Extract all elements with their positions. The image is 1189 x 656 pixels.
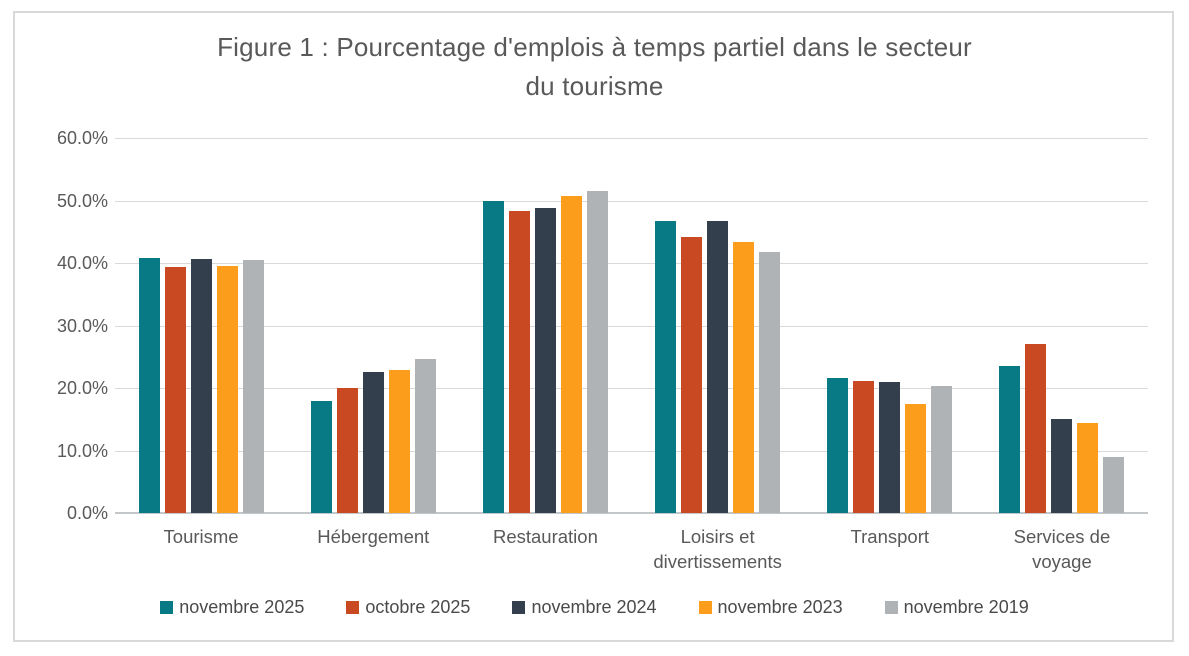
bar bbox=[242, 259, 264, 513]
bar bbox=[1051, 419, 1073, 513]
legend-swatch-icon bbox=[698, 601, 712, 614]
legend-label: novembre 2023 bbox=[717, 597, 843, 617]
y-tick-label: 10.0% bbox=[56, 440, 108, 461]
bar bbox=[534, 208, 556, 513]
legend-label: novembre 2019 bbox=[903, 597, 1029, 617]
chart-title: Figure 1 : Pourcentage d'emplois à temps… bbox=[0, 28, 1189, 106]
legend-swatch-icon bbox=[884, 601, 898, 614]
legend-item: novembre 2019 bbox=[884, 597, 1029, 618]
chart-title-line-2: du tourisme bbox=[525, 71, 664, 101]
bar bbox=[362, 371, 384, 513]
legend-item: novembre 2024 bbox=[512, 597, 657, 618]
x-category-label: Tourisme bbox=[163, 526, 239, 547]
bar bbox=[482, 200, 504, 513]
y-tick-label: 60.0% bbox=[56, 128, 108, 148]
bar bbox=[733, 242, 755, 513]
x-category-label: Transport bbox=[850, 526, 930, 547]
bar-group-4 bbox=[632, 138, 804, 513]
legend-swatch-icon bbox=[346, 601, 360, 614]
gridline bbox=[115, 388, 1148, 389]
x-axis-labels: Tourisme Hébergement Restauration Loisirs e… bbox=[115, 524, 1148, 574]
y-tick-label: 40.0% bbox=[56, 253, 108, 273]
bar bbox=[190, 258, 212, 513]
legend-item: novembre 2025 bbox=[160, 597, 304, 618]
bar bbox=[164, 267, 186, 513]
gridline bbox=[115, 325, 1148, 327]
bar bbox=[310, 401, 332, 513]
gridline bbox=[115, 450, 1148, 452]
legend-label: octobre 2025 bbox=[365, 597, 471, 617]
bar bbox=[999, 366, 1021, 513]
gridline bbox=[115, 200, 1148, 202]
bar bbox=[1025, 344, 1047, 513]
y-tick-label: 50.0% bbox=[56, 190, 108, 211]
x-category-label: Hébergement bbox=[317, 526, 430, 547]
chart-title-line-1: Figure 1 : Pourcentage d'emplois à temps… bbox=[217, 32, 972, 62]
x-axis-line bbox=[115, 512, 1148, 514]
bar bbox=[853, 381, 875, 513]
legend-label: novembre 2025 bbox=[179, 597, 305, 617]
bar-group-6 bbox=[976, 138, 1148, 513]
bar-groups bbox=[115, 138, 1148, 513]
bar-group-3 bbox=[459, 138, 631, 513]
x-category-label: Restauration bbox=[492, 526, 598, 547]
legend-item: octobre 2025 bbox=[346, 597, 470, 618]
bar bbox=[388, 369, 410, 513]
x-category-label: Loisirs et divertissements bbox=[653, 526, 782, 572]
bar bbox=[1077, 423, 1099, 513]
y-tick-label: 0.0% bbox=[66, 503, 108, 523]
bar bbox=[216, 266, 238, 513]
bar bbox=[138, 258, 160, 513]
bar bbox=[905, 404, 927, 513]
bar bbox=[508, 211, 530, 513]
bar bbox=[879, 382, 901, 513]
bar bbox=[707, 220, 729, 513]
bar bbox=[655, 220, 677, 513]
bar bbox=[414, 359, 436, 513]
bar bbox=[560, 195, 582, 513]
gridline bbox=[115, 138, 1148, 139]
bar-group-5 bbox=[804, 138, 976, 513]
legend-label: novembre 2024 bbox=[531, 597, 657, 617]
bar bbox=[586, 190, 608, 513]
bar bbox=[827, 378, 849, 513]
bar bbox=[336, 388, 358, 513]
bar-group-1 bbox=[115, 138, 287, 513]
bar bbox=[931, 385, 953, 513]
gridline bbox=[115, 263, 1148, 264]
plot-area bbox=[115, 138, 1148, 514]
x-category-label: Services de voyage bbox=[1013, 526, 1111, 572]
y-tick-label: 20.0% bbox=[56, 378, 108, 398]
bar bbox=[681, 237, 703, 513]
bar bbox=[1103, 457, 1125, 513]
legend: novembre 2025 octobre 2025 novembre 2024 no… bbox=[0, 597, 1189, 618]
bar-group-2 bbox=[287, 138, 459, 513]
bar bbox=[759, 252, 781, 513]
legend-swatch-icon bbox=[160, 601, 174, 614]
y-tick-label: 30.0% bbox=[56, 315, 108, 336]
legend-swatch-icon bbox=[512, 601, 526, 614]
legend-item: novembre 2023 bbox=[698, 597, 843, 618]
